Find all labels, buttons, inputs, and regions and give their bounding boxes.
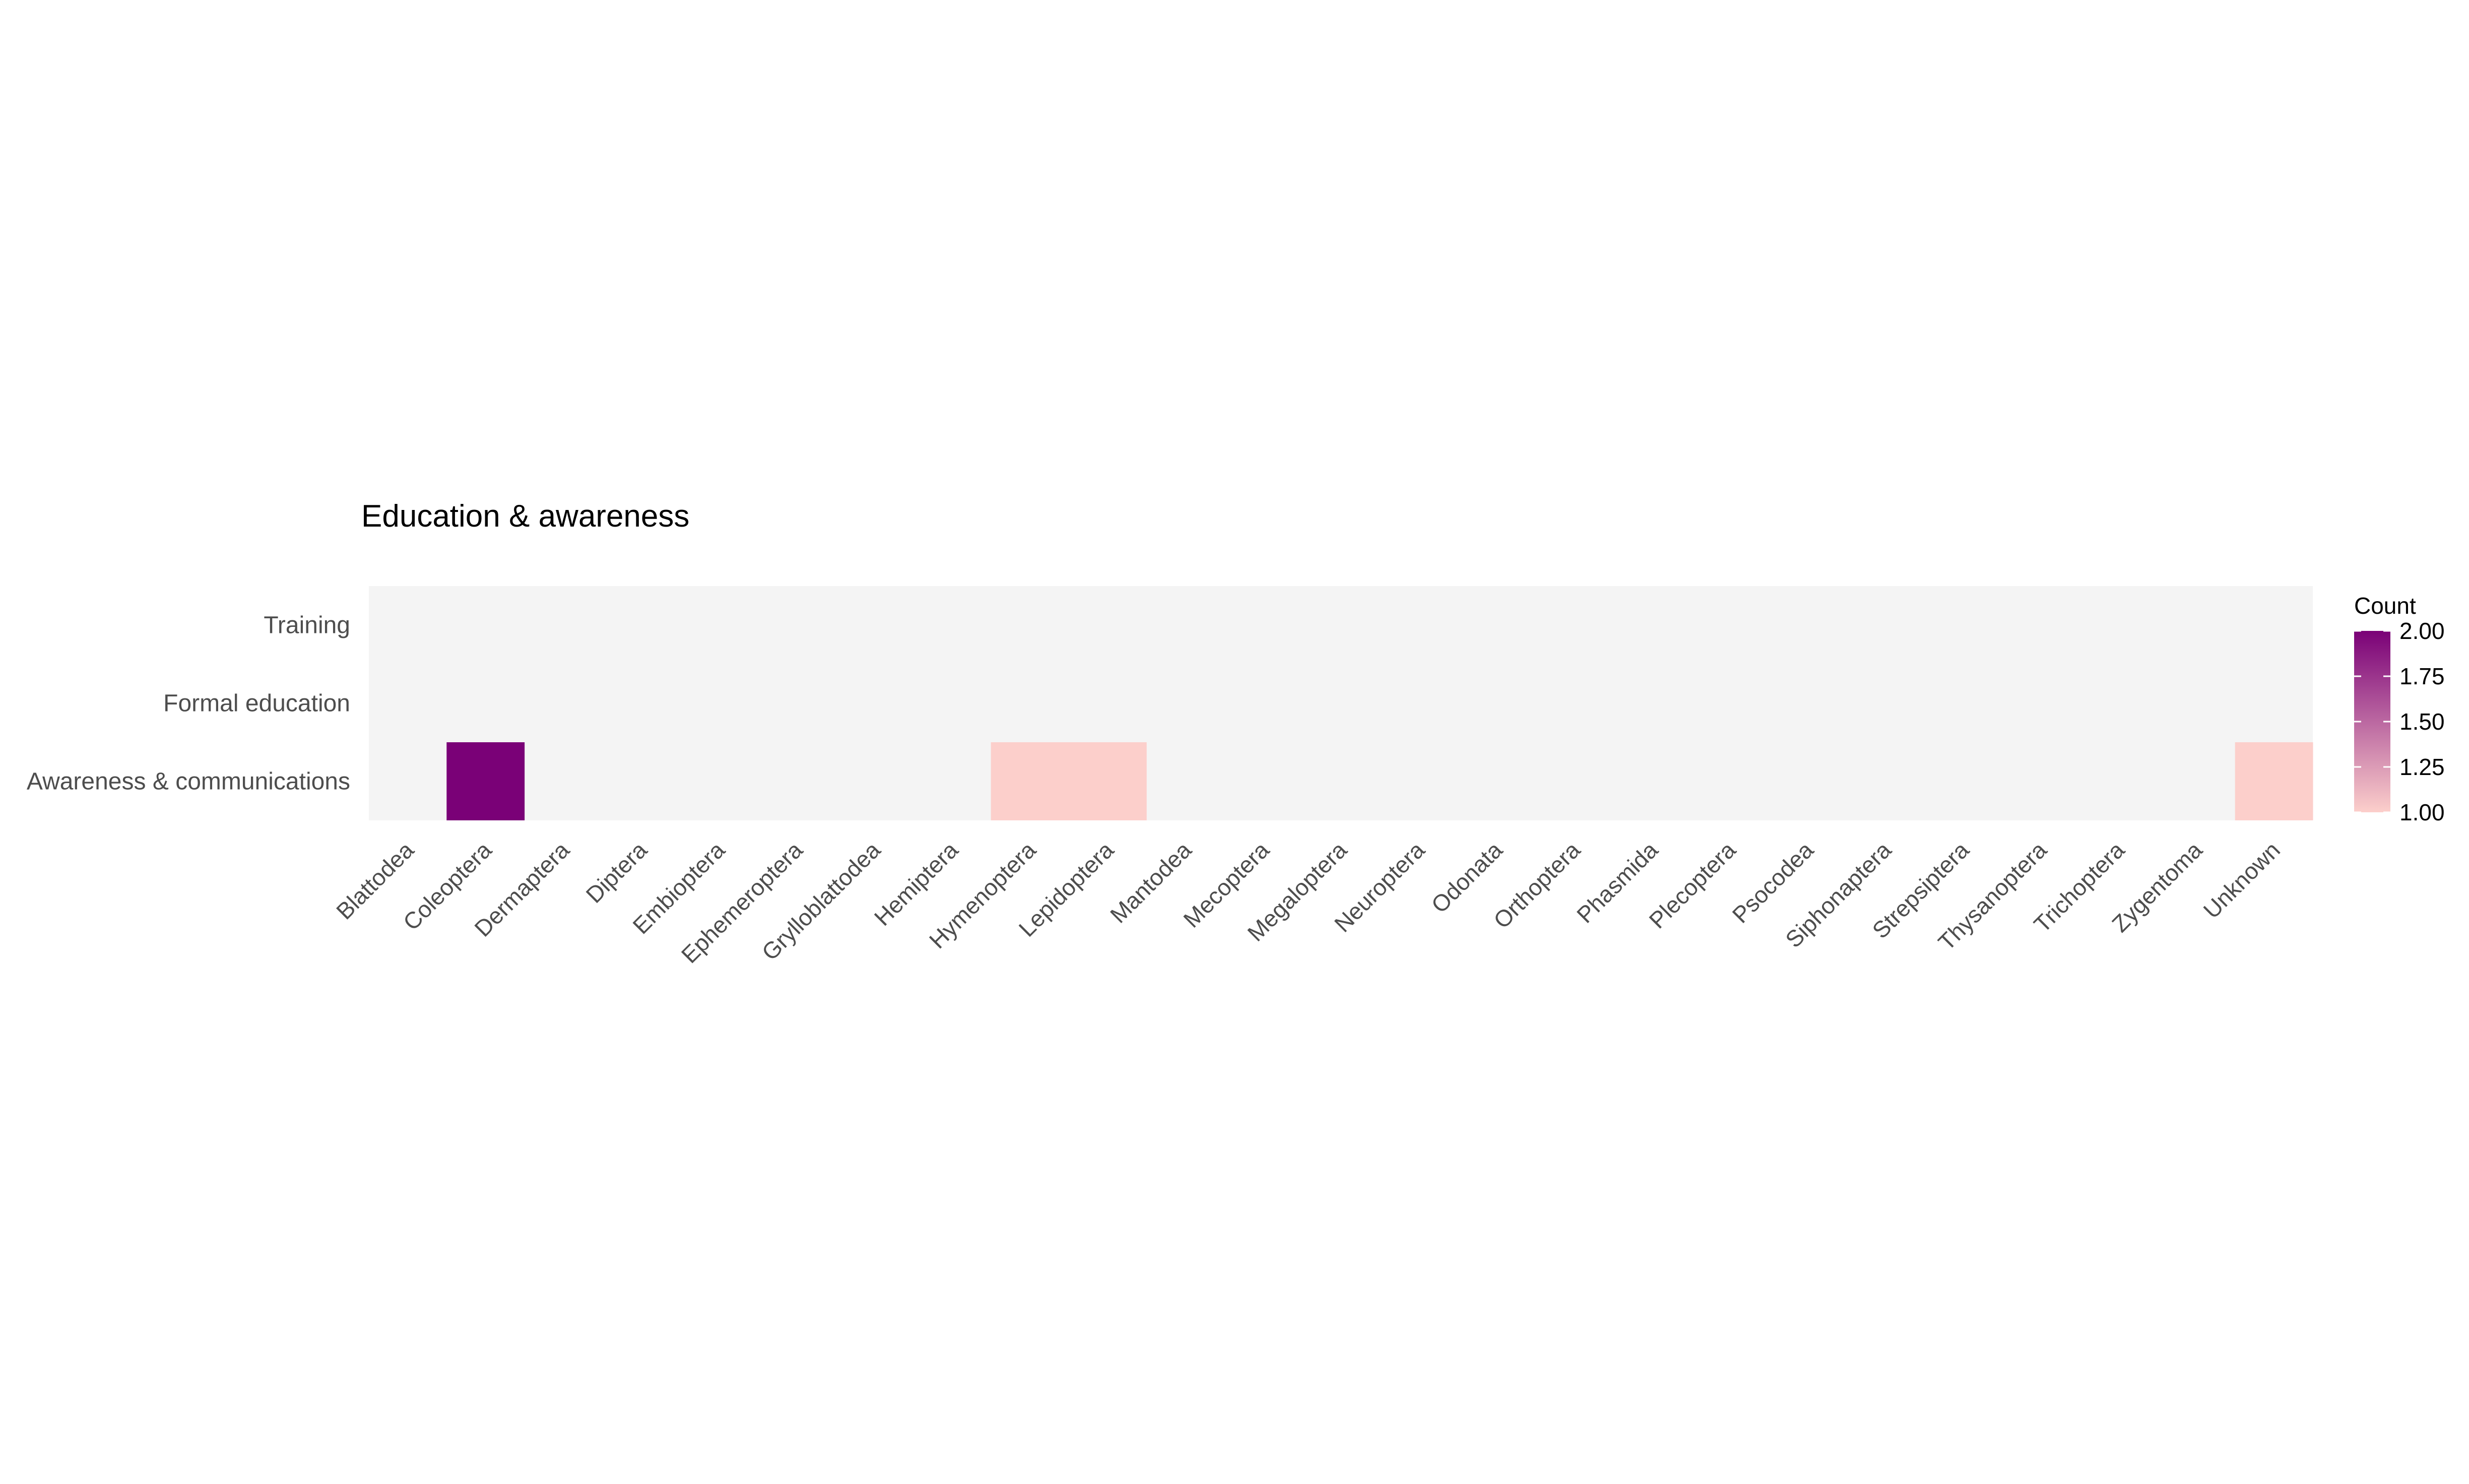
legend-tick-label: 1.50 xyxy=(2399,708,2445,735)
legend-tick-label: 2.00 xyxy=(2399,618,2445,644)
color-legend: Count 2.00 1.75 1.50 1.25 1.00 xyxy=(2354,593,2445,825)
y-axis-label: Formal education xyxy=(163,690,350,717)
heatmap-cell xyxy=(2235,742,2313,820)
plot-panel xyxy=(369,586,2313,820)
heatmap-cell xyxy=(446,742,525,820)
heatmap-cell xyxy=(991,742,1069,820)
chart-title: Education & awareness xyxy=(361,499,689,534)
x-axis-label: Odonata xyxy=(1426,836,1508,918)
plot-panel-background xyxy=(369,586,2313,820)
x-axis-label: Unknown xyxy=(2198,836,2285,923)
heatmap-cells xyxy=(446,742,2313,820)
y-axis-label: Training xyxy=(264,612,350,639)
legend-tick-label: 1.25 xyxy=(2399,754,2445,780)
y-axis-label: Awareness & communications xyxy=(27,768,350,795)
heatmap-cell xyxy=(1068,742,1147,820)
legend-title: Count xyxy=(2354,593,2416,619)
y-axis-labels: Training Formal education Awareness & comm… xyxy=(27,612,350,795)
legend-tick-label: 1.00 xyxy=(2399,799,2445,825)
x-axis-label: Diptera xyxy=(581,836,653,908)
legend-tick-label: 1.75 xyxy=(2399,663,2445,689)
